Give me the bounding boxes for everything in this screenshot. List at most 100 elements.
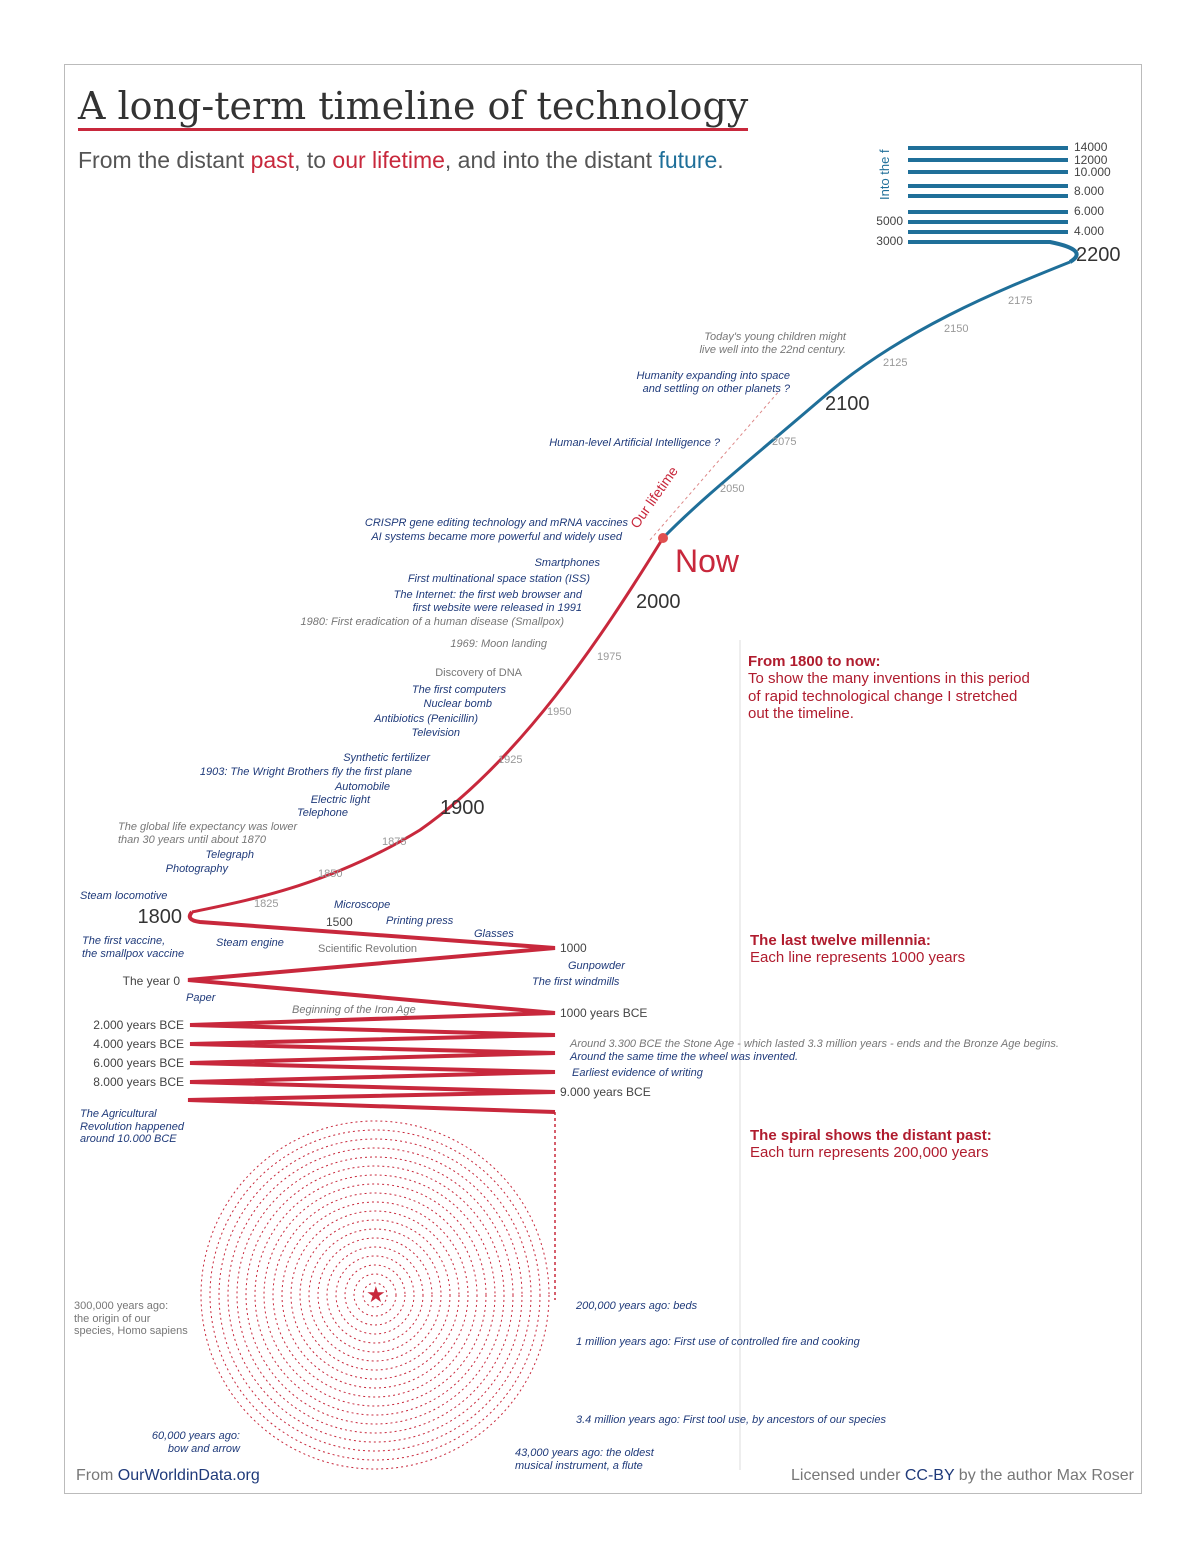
now-marker xyxy=(658,533,668,543)
spiral-turn xyxy=(353,1273,397,1317)
note-heading: From 1800 to now: xyxy=(748,653,881,670)
event-label: 1903: The Wright Brothers fly the first … xyxy=(199,766,412,778)
year-tick: 2075 xyxy=(772,436,797,448)
year-tick: 1925 xyxy=(498,754,523,766)
frame xyxy=(64,64,1142,1494)
event-label: Steam engine xyxy=(216,937,284,949)
footer-license: Licensed under CC-BY by the author Max R… xyxy=(791,1467,1134,1485)
spiral-turn xyxy=(308,1228,442,1362)
now-label: Now xyxy=(675,543,740,579)
event-label: Today's young children might live well i… xyxy=(699,331,846,356)
event-label: Telegraph xyxy=(205,849,254,861)
event-label: Earliest evidence of writing xyxy=(572,1067,703,1079)
event-label: Human-level Artificial Intelligence ? xyxy=(549,437,720,449)
year-tick: 2050 xyxy=(720,483,745,495)
year-tick: 2125 xyxy=(883,357,908,369)
event-label: CRISPR gene editing technology and mRNA … xyxy=(364,517,628,529)
subtitle-text: . xyxy=(717,147,724,173)
future-tick: 14000 xyxy=(1074,140,1108,154)
year-tick: 1950 xyxy=(547,706,572,718)
future-tick: 3000 xyxy=(876,234,903,248)
year-2200: 2200 xyxy=(1076,244,1121,266)
page-subtitle: From the distant past, to our lifetime, … xyxy=(78,147,724,174)
year-tick: 2150 xyxy=(944,323,969,335)
event-label: 43,000 years ago: the oldest musical ins… xyxy=(515,1447,654,1472)
future-tick: 5000 xyxy=(876,214,903,228)
event-label: Television xyxy=(411,727,460,739)
year-tick: 1850 xyxy=(318,868,343,880)
event-label: Humanity expanding into space and settli… xyxy=(636,370,790,395)
spiral-turn xyxy=(344,1264,406,1326)
event-label: The Internet: the first web browser and … xyxy=(393,589,582,614)
event-label: Discovery of DNA xyxy=(435,667,522,679)
event-label: Electric light xyxy=(310,794,370,806)
event-label: Beginning of the Iron Age xyxy=(292,1004,416,1016)
event-label: Scientific Revolution xyxy=(318,943,418,955)
year-1800: 1800 xyxy=(137,906,183,928)
year-tick: 1500 xyxy=(326,915,353,929)
future-tick: 8.000 xyxy=(1074,184,1105,198)
event-label: Synthetic fertilizer xyxy=(343,752,430,764)
event-label: Nuclear bomb xyxy=(423,698,492,710)
year-1900: 1900 xyxy=(440,797,485,819)
spiral-turn xyxy=(200,1120,550,1470)
event-label: 1 million years ago: First use of contro… xyxy=(576,1336,860,1348)
spiral-turn xyxy=(245,1165,505,1425)
year-2100: 2100 xyxy=(825,393,870,415)
event-label: Around the same time the wheel was inven… xyxy=(570,1051,799,1063)
note-millennia: The last twelve millennia: Each line rep… xyxy=(750,932,965,967)
footer-text: by the author Max Roser xyxy=(954,1467,1134,1484)
spiral-turn xyxy=(299,1219,451,1371)
future-tick: 10.000 xyxy=(1074,165,1111,179)
license-link[interactable]: CC-BY xyxy=(904,1467,955,1484)
future-tick: 6.000 xyxy=(1074,204,1105,218)
event-label: Paper xyxy=(186,992,216,1004)
year-tick: 8.000 years BCE xyxy=(93,1075,184,1089)
note-spiral: The spiral shows the distant past: Each … xyxy=(750,1127,992,1162)
event-label: Steam locomotive xyxy=(80,890,168,902)
year-tick: 2.000 years BCE xyxy=(93,1018,184,1032)
future-tick: 4.000 xyxy=(1074,224,1105,238)
event-label: 60,000 years ago: bow and arrow xyxy=(151,1430,240,1455)
spiral-turn xyxy=(263,1183,487,1407)
event-label: The global life expectancy was lower tha… xyxy=(118,821,298,846)
spiral-turn xyxy=(209,1129,541,1461)
future-label: Into the f xyxy=(877,149,892,200)
spiral-turn xyxy=(335,1255,415,1335)
spiral-turn xyxy=(254,1174,496,1416)
spiral-turn xyxy=(281,1201,469,1389)
event-label: The first windmills xyxy=(532,976,620,988)
note-1800-now: From 1800 to now: To show the many inven… xyxy=(748,653,1030,722)
event-label: The Agricultural Revolution happened aro… xyxy=(80,1108,184,1146)
footer-text: Licensed under xyxy=(791,1467,905,1484)
event-label: Automobile xyxy=(334,781,390,793)
note-heading: The spiral shows the distant past: xyxy=(750,1127,992,1144)
year-tick: 1875 xyxy=(382,836,407,848)
note-heading: The last twelve millennia: xyxy=(750,932,931,949)
event-label: Printing press xyxy=(386,915,454,927)
event-label: The first computers xyxy=(411,684,506,696)
subtitle-text: , and into the distant xyxy=(444,147,659,173)
future-tick: 12000 xyxy=(1074,153,1108,167)
year-tick: 9.000 years BCE xyxy=(560,1085,651,1099)
event-label: 1969: Moon landing xyxy=(450,638,547,650)
event-label: Gunpowder xyxy=(568,960,625,972)
event-label: Glasses xyxy=(474,928,514,940)
spiral-turn xyxy=(227,1147,523,1443)
spiral-turn xyxy=(362,1282,388,1308)
event-label: Microscope xyxy=(334,899,391,911)
spiral-turn xyxy=(218,1138,532,1452)
event-label: Photography xyxy=(165,863,228,875)
note-body: To show the many inventions in this peri… xyxy=(748,670,1030,722)
source-link[interactable]: OurWorldinData.org xyxy=(117,1467,260,1484)
year-tick: 2175 xyxy=(1008,295,1033,307)
subtitle-lifetime: our lifetime xyxy=(332,147,445,173)
subtitle-text: , to xyxy=(294,147,333,173)
event-label: Smartphones xyxy=(534,557,600,569)
event-label: 200,000 years ago: beds xyxy=(576,1300,698,1312)
origin-star-icon: ★ xyxy=(366,1282,386,1307)
page-title: A long-term timeline of technology xyxy=(78,84,749,131)
note-body: Each turn represents 200,000 years xyxy=(750,1144,989,1162)
future-zigzag xyxy=(908,146,1079,264)
